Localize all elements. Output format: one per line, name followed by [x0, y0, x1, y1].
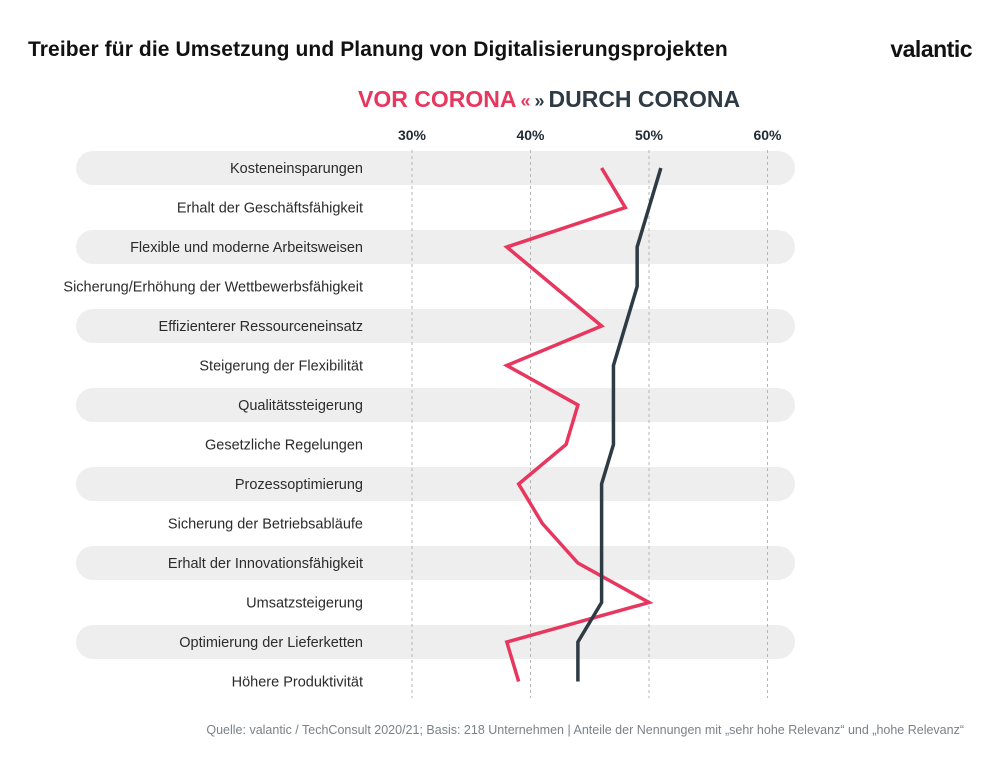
- category-label: Erhalt der Geschäftsfähigkeit: [177, 201, 363, 217]
- category-label: Effizienterer Ressourceneinsatz: [159, 319, 363, 335]
- tick-label: 50%: [635, 127, 664, 143]
- row-band: [76, 309, 795, 343]
- row-band: [76, 388, 795, 422]
- category-label: Höhere Produktivität: [232, 675, 363, 691]
- category-label: Umsatzsteigerung: [246, 596, 363, 612]
- category-label: Sicherung/Erhöhung der Wettbewerbsfähigk…: [63, 280, 363, 296]
- category-label: Gesetzliche Regelungen: [205, 438, 363, 454]
- row-band: [76, 625, 795, 659]
- double-chevron-left-icon: «: [520, 91, 531, 111]
- row-band: [76, 467, 795, 501]
- row-band: [76, 230, 795, 264]
- category-label: Kosteneinsparungen: [230, 161, 363, 177]
- category-label: Sicherung der Betriebsabläufe: [168, 517, 363, 533]
- brand-logo: valantic: [890, 36, 972, 62]
- row-band: [76, 151, 795, 185]
- tick-label: 60%: [753, 127, 782, 143]
- legend-durch-corona: DURCH CORONA: [548, 86, 741, 112]
- legend-vor-corona: VOR CORONA: [358, 86, 517, 112]
- tick-label: 40%: [516, 127, 545, 143]
- category-label: Erhalt der Innovationsfähigkeit: [168, 556, 363, 572]
- double-chevron-right-icon: »: [534, 91, 545, 111]
- row-band: [76, 546, 795, 580]
- tick-label: 30%: [398, 127, 427, 143]
- series-line: [576, 167, 663, 682]
- legend: VOR CORONA «» DURCH CORONA: [358, 86, 740, 113]
- page-title: Treiber für die Umsetzung und Planung vo…: [28, 38, 728, 61]
- category-label: Optimierung der Lieferketten: [179, 635, 363, 651]
- category-label: Prozessoptimierung: [235, 477, 363, 493]
- source-note: Quelle: valantic / TechConsult 2020/21; …: [206, 723, 964, 737]
- category-label: Steigerung der Flexibilität: [199, 359, 363, 375]
- category-label: Qualitätssteigerung: [238, 398, 363, 414]
- category-label: Flexible und moderne Arbeitsweisen: [130, 240, 363, 256]
